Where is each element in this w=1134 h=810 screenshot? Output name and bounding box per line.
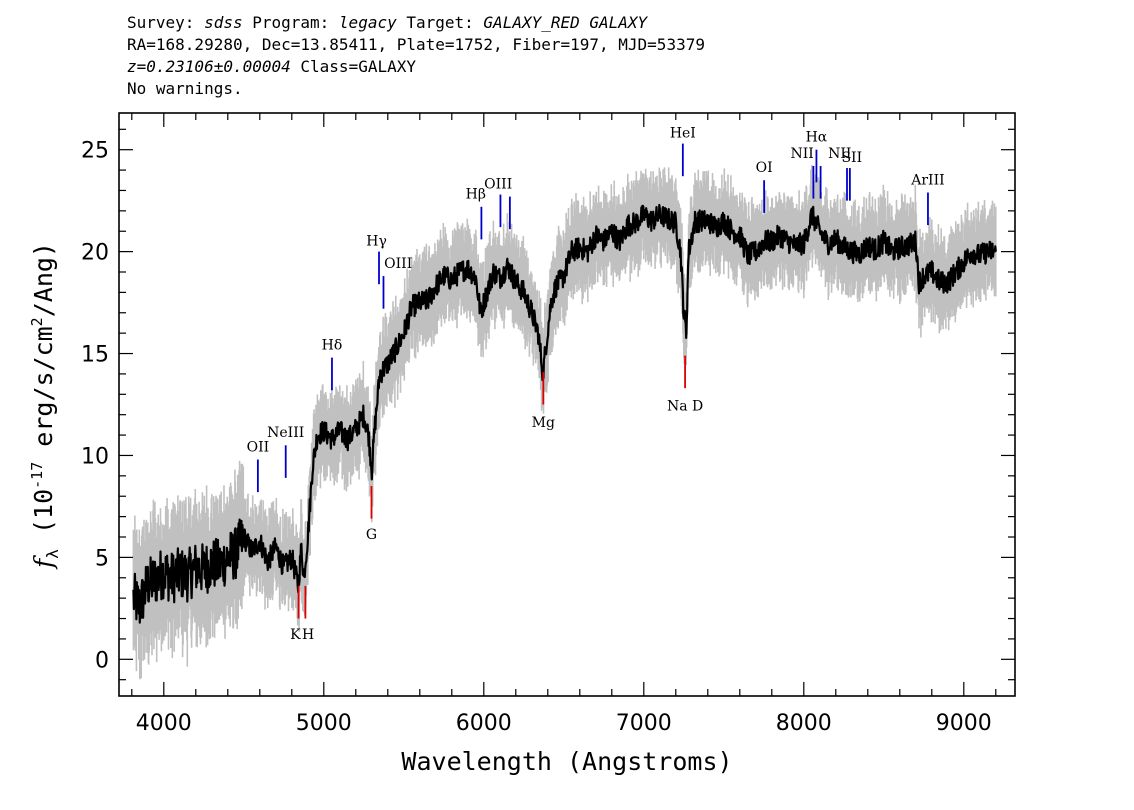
y-axis-pre: (10 (29, 489, 58, 549)
survey-value: sdss (204, 13, 243, 32)
redshift-value: z=0.23106±0.00004 (127, 57, 291, 76)
emission-line-label-1: NeIII (267, 425, 304, 441)
y-tick-label-4: 20 (81, 241, 109, 266)
header-line-3: z=0.23106±0.00004 Class=GALAXY (127, 56, 705, 78)
x-axis-title: Wavelength (Angstroms) (401, 747, 732, 776)
y-tick-label-1: 5 (95, 546, 109, 571)
y-tick-label-2: 10 (81, 444, 109, 469)
emission-line-label-8: HeI (670, 125, 696, 141)
y-axis-symbol: f (29, 555, 58, 570)
x-tick-label-4: 8000 (776, 711, 832, 736)
y-tick-label-5: 25 (81, 139, 109, 164)
flux-series-line (132, 203, 997, 624)
program-label: Program: (242, 13, 339, 32)
emission-line-label-3: Hγ (366, 234, 387, 250)
series-layer (132, 203, 997, 624)
y-axis-title: fλ (10-17 erg/s/cm2/Ang) (28, 242, 62, 570)
emission-line-label-0: OII (247, 439, 270, 455)
absorption-line-label-2: G (366, 527, 377, 543)
emission-line-label-11: Hα (806, 130, 828, 146)
spectral-lines-layer: OIINeIIIHδHγOIIIHβOIIIHeIOINIIHαNIISIIAr… (247, 125, 945, 642)
header-line-4: No warnings. (127, 79, 243, 98)
target-value: GALAXY_RED GALAXY (483, 13, 648, 32)
emission-line-label-15: ArIII (910, 172, 944, 188)
x-tick-label-3: 7000 (616, 711, 672, 736)
plot-frame (118, 112, 1016, 697)
y-axis-post: /Ang) (29, 242, 58, 317)
class-value: Class=GALAXY (290, 57, 416, 76)
emission-line-label-6: OIII (484, 176, 512, 192)
y-axis-exp1: -17 (28, 462, 46, 489)
emission-line-label-10: NII (791, 146, 814, 162)
absorption-line-label-0: K (290, 627, 301, 643)
x-tick-label-1: 5000 (296, 711, 352, 736)
y-axis-subscript: λ (43, 549, 62, 559)
y-tick-label-0: 0 (95, 648, 109, 673)
absorption-line-label-4: Na D (667, 399, 703, 415)
x-tick-label-0: 4000 (136, 711, 192, 736)
absorption-line-label-3: Mg (532, 415, 555, 431)
axes-layer: 4000 5000 6000 7000 8000 9000 0 5 10 15 20 25 (81, 112, 1016, 736)
target-label: Target: (396, 13, 484, 32)
emission-line-label-5: Hβ (466, 187, 486, 203)
emission-line-label-13: SII (841, 150, 862, 166)
x-tick-label-2: 6000 (456, 711, 512, 736)
header-line-1: Survey: sdss Program: legacy Target: GAL… (127, 12, 705, 34)
y-axis-exp2: 2 (28, 317, 46, 326)
spectrum-header: Survey: sdss Program: legacy Target: GAL… (127, 12, 705, 100)
x-tick-label-5: 9000 (936, 711, 992, 736)
emission-line-label-9: OI (756, 160, 773, 176)
y-tick-label-3: 15 (81, 343, 109, 368)
y-axis-mid: erg/s/cm (29, 326, 58, 461)
emission-line-label-4: OIII (384, 256, 412, 272)
emission-line-label-12: NII (828, 146, 851, 162)
emission-line-label-2: Hδ (322, 337, 343, 353)
survey-label: Survey: (127, 13, 205, 32)
program-value: legacy (338, 13, 397, 32)
header-line-2: RA=168.29280, Dec=13.85411, Plate=1752, … (127, 35, 705, 54)
absorption-line-label-1: H (302, 627, 314, 643)
